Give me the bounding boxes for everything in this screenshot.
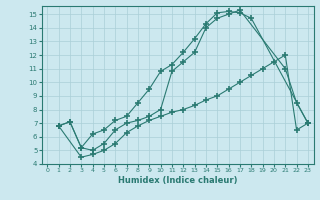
X-axis label: Humidex (Indice chaleur): Humidex (Indice chaleur) — [118, 176, 237, 185]
